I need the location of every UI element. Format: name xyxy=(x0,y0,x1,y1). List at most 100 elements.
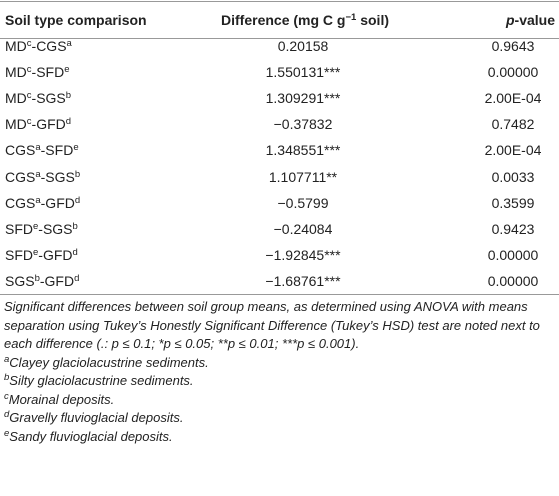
pvalue-cell: 2.00E-04 xyxy=(484,90,542,107)
footnote-mark: d xyxy=(4,409,10,420)
comparison-cell: CGSa-GFDd xyxy=(5,194,80,212)
header-rule xyxy=(0,38,559,39)
comparison-cell: MDc-SGSb xyxy=(5,89,71,107)
comparison-sup: e xyxy=(33,220,39,232)
pvalue-cell: 0.7482 xyxy=(491,116,535,133)
comparison-sup: b xyxy=(72,220,78,232)
comparison-sup: e xyxy=(73,142,79,154)
difference-cell: 1.550131*** xyxy=(265,64,341,81)
footnote: eSandy fluvioglacial deposits. xyxy=(4,428,556,447)
footnote-mark: a xyxy=(4,353,10,365)
comparison-text: MD xyxy=(5,64,27,81)
difference-cell: 1.309291*** xyxy=(265,90,341,107)
comparison-sup: a xyxy=(35,194,41,206)
footnote-text: Gravelly fluvioglacial deposits. xyxy=(9,410,184,425)
header-text: Difference (mg C g xyxy=(221,12,346,28)
footnote-mark: e xyxy=(4,427,10,439)
comparison-sup: e xyxy=(33,246,39,258)
difference-cell: −0.37832 xyxy=(273,116,333,133)
comparison-text: MD xyxy=(5,116,27,133)
comparison-text: -GFD xyxy=(38,246,73,263)
comparison-text: MD xyxy=(5,90,27,107)
comparison-text: -CGS xyxy=(31,38,67,54)
comparison-sup: c xyxy=(26,64,32,76)
comparison-text: CGS xyxy=(5,194,36,211)
footnote-text: Sandy fluvioglacial deposits. xyxy=(9,428,173,444)
comparison-text: CGS xyxy=(5,168,36,185)
comparison-text: -SGS xyxy=(31,90,66,107)
comparison-sup: d xyxy=(74,194,81,206)
comparison-sup: b xyxy=(74,168,81,180)
notes: Significant differences between soil gro… xyxy=(4,298,556,446)
header-pvalue: p-value xyxy=(506,11,555,29)
comparison-sup: c xyxy=(26,38,32,49)
footnote-mark: b xyxy=(4,372,10,383)
header-text: -value xyxy=(514,12,555,28)
footnote: aClayey glaciolacustrine sediments. xyxy=(4,354,556,373)
comparison-cell: SFDe-SGSb xyxy=(5,220,78,238)
header-difference: Difference (mg C g−1 soil) xyxy=(221,11,389,29)
pvalue-cell: 0.00000 xyxy=(487,246,539,263)
pvalue-cell: 0.3599 xyxy=(491,194,535,211)
comparison-sup: c xyxy=(26,90,32,102)
comparison-text: SFD xyxy=(5,246,33,263)
difference-cell: −1.68761*** xyxy=(265,272,341,289)
difference-cell: 1.107711** xyxy=(268,168,338,185)
pvalue-cell: 0.9423 xyxy=(491,220,535,237)
comparison-sup: b xyxy=(34,272,40,284)
comparison-text: -GFD xyxy=(40,194,75,211)
header-sup: −1 xyxy=(345,12,357,23)
bottom-rule xyxy=(0,294,559,295)
footnote-mark: c xyxy=(4,390,9,402)
comparison-cell: CGSa-SFDe xyxy=(5,141,79,159)
comparison-sup: e xyxy=(64,64,70,76)
comparison-text: -SFD xyxy=(31,64,65,81)
comparison-text: SGS xyxy=(5,272,35,289)
comparison-cell: MDc-GFDd xyxy=(5,115,71,133)
comparison-text: -SGS xyxy=(38,220,73,237)
pvalue-cell: 0.0033 xyxy=(491,168,535,185)
footnote: cMorainal deposits. xyxy=(4,391,556,410)
comparison-cell: SFDe-GFDd xyxy=(5,246,78,264)
comparison-sup: b xyxy=(65,90,72,102)
comparison-text: -SGS xyxy=(40,168,75,185)
note: Significant differences between soil gro… xyxy=(4,299,540,351)
comparison-text: SFD xyxy=(5,220,33,237)
difference-cell: 0.20158 xyxy=(277,38,329,54)
comparison-cell: MDc-SFDe xyxy=(5,63,70,81)
difference-cell: −1.92845*** xyxy=(265,246,341,263)
footnote: dGravelly fluvioglacial deposits. xyxy=(4,409,556,428)
footnote-text: Morainal deposits. xyxy=(8,391,115,407)
comparison-text: MD xyxy=(5,38,27,54)
comparison-text: -GFD xyxy=(39,272,75,289)
header-italic: p xyxy=(505,12,515,28)
comparison-sup: a xyxy=(66,38,72,49)
footnote-text: Silty glaciolacustrine sediments. xyxy=(9,373,194,388)
comparison-sup: a xyxy=(35,142,41,154)
difference-cell: 1.348551*** xyxy=(265,142,341,159)
comparison-cell: CGSa-SGSb xyxy=(5,168,80,186)
comparison-text: -GFD xyxy=(31,116,66,133)
comparison-sup: d xyxy=(72,246,78,258)
pvalue-cell: 0.00000 xyxy=(487,64,539,81)
header-comparison: Soil type comparison xyxy=(5,11,147,29)
comparison-text: CGS xyxy=(5,142,36,159)
difference-cell: −0.5799 xyxy=(277,194,329,211)
top-rule xyxy=(0,1,559,2)
pvalue-cell: 2.00E-04 xyxy=(484,142,542,159)
footnote: bSilty glaciolacustrine sediments. xyxy=(4,372,556,391)
header-text: soil) xyxy=(356,12,389,28)
pvalue-cell: 0.00000 xyxy=(487,272,539,289)
header-text: Soil type comparison xyxy=(5,12,147,28)
comparison-cell: SGSb-GFDd xyxy=(5,272,79,290)
comparison-text: -SFD xyxy=(40,142,74,159)
comparison-sup: d xyxy=(65,116,72,128)
comparison-sup: c xyxy=(26,116,32,128)
comparison-sup: d xyxy=(74,272,80,284)
footnote-text: Clayey glaciolacustrine sediments. xyxy=(9,354,209,370)
difference-cell: −0.24084 xyxy=(273,220,333,237)
pvalue-cell: 0.9643 xyxy=(491,38,535,54)
comparison-sup: a xyxy=(35,168,41,180)
comparison-cell: MDc-CGSa xyxy=(5,37,72,55)
